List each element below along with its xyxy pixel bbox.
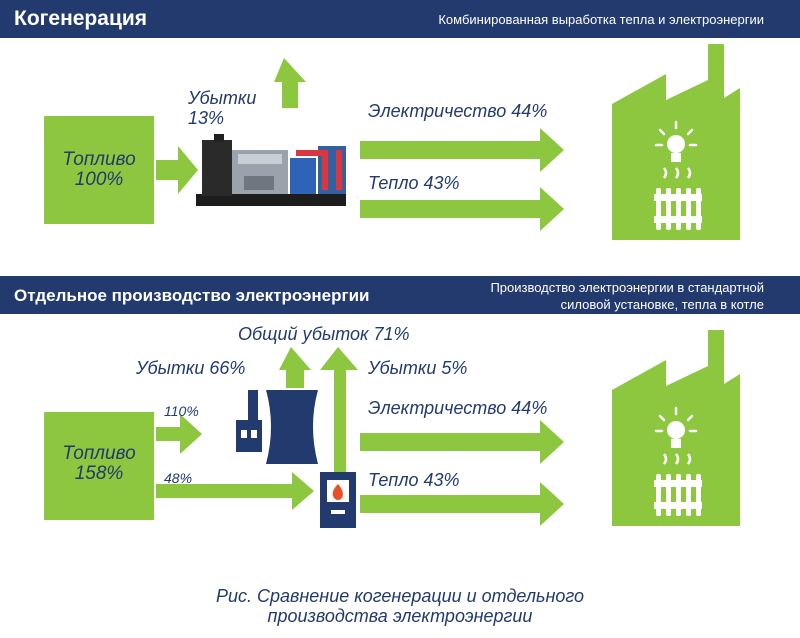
generator-icon bbox=[196, 134, 346, 206]
bottom-electricity-arrow bbox=[360, 420, 564, 464]
bottom-fuel-label: Топливо 158% bbox=[62, 443, 136, 484]
bottom-heat-label: Тепло 43% bbox=[368, 470, 460, 490]
plant-loss-label: Убытки 66% bbox=[136, 358, 246, 378]
top-fuel-box bbox=[44, 116, 154, 224]
bottom-header: Отдельное производство электроэнергии Пр… bbox=[0, 276, 800, 314]
boiler-loss-arrow bbox=[320, 347, 358, 472]
top-electricity-label: Электричество 44% bbox=[368, 101, 548, 121]
bottom-header-subtitle: Производство электроэнергии в стандартно… bbox=[490, 280, 764, 312]
lightbulb-icon bbox=[654, 406, 698, 448]
top-heat-arrow bbox=[360, 187, 564, 231]
bottom-electricity-label: Электричество 44% bbox=[368, 398, 548, 418]
top-loss-label: Убытки 13% bbox=[188, 88, 257, 128]
top-fuel-label: Топливо 100% bbox=[62, 149, 136, 190]
bottom-heat-arrow bbox=[360, 482, 564, 526]
top-loss-arrow bbox=[274, 58, 306, 108]
top-fuel-arrow bbox=[156, 146, 198, 194]
boiler-input-arrow bbox=[156, 472, 314, 510]
top-header-subtitle: Комбинированная выработка тепла и электр… bbox=[438, 12, 764, 27]
plant-input-arrow bbox=[156, 414, 202, 454]
top-header: Когенерация Комбинированная выработка те… bbox=[0, 0, 800, 38]
boiler-icon bbox=[320, 472, 356, 528]
bottom-fuel-box bbox=[44, 412, 154, 520]
top-header-title: Когенерация bbox=[14, 7, 148, 30]
total-loss-label: Общий убыток 71% bbox=[238, 324, 410, 344]
radiator-icon bbox=[654, 453, 702, 516]
plant-loss-arrow bbox=[279, 347, 311, 388]
lightbulb-icon bbox=[654, 120, 698, 162]
top-electricity-arrow bbox=[360, 128, 564, 172]
boiler-input-label: 48% bbox=[164, 470, 193, 486]
plant-input-label: 110% bbox=[164, 403, 199, 419]
figure-caption: Рис. Сравнение когенерации и отдельного … bbox=[215, 586, 585, 626]
power-plant-icon bbox=[236, 390, 318, 464]
top-heat-label: Тепло 43% bbox=[368, 173, 460, 193]
bottom-header-title: Отдельное производство электроэнергии bbox=[14, 286, 370, 305]
boiler-loss-label: Убытки 5% bbox=[368, 358, 468, 378]
radiator-icon bbox=[654, 167, 702, 230]
